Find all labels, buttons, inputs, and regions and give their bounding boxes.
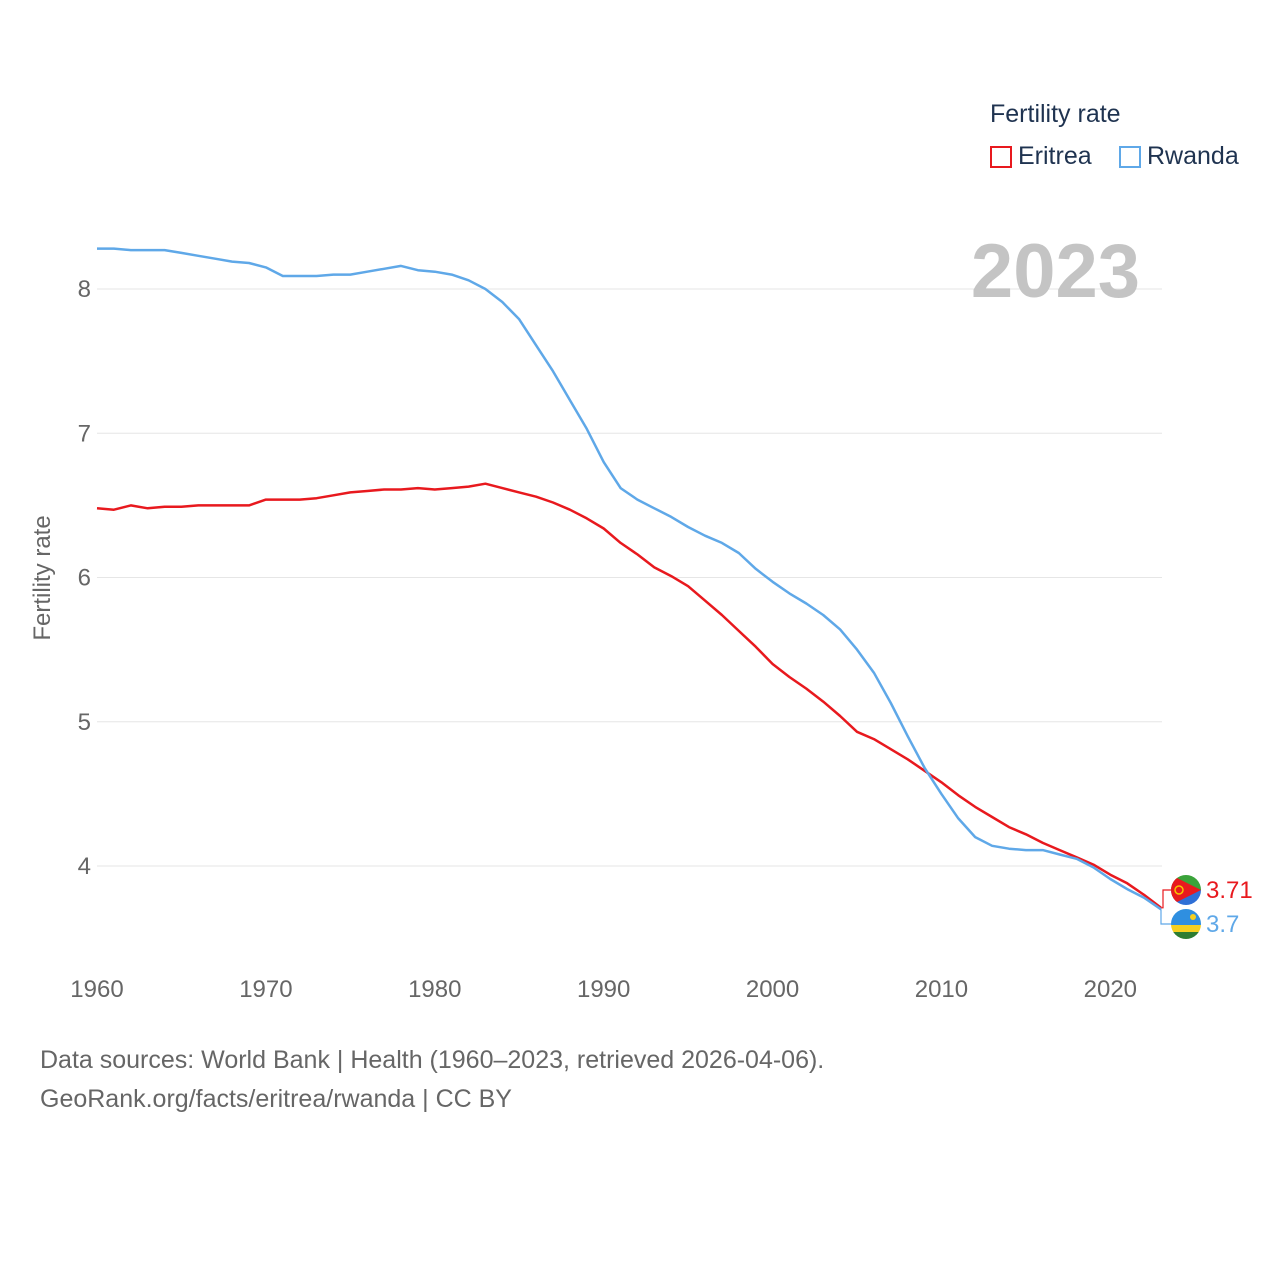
x-tick-label: 2000	[746, 976, 799, 1003]
series-end-markers	[1171, 875, 1201, 939]
year-label: 2023	[970, 229, 1140, 314]
y-tick-label: 6	[78, 565, 91, 592]
y-axis-ticks: 4 5 6 7 8	[78, 276, 91, 880]
x-tick-label: 2020	[1084, 976, 1137, 1003]
x-tick-label: 2010	[915, 976, 968, 1003]
x-axis-ticks: 1960 1970 1980 1990 2000 2010 2020	[70, 976, 1137, 1003]
legend-swatch-eritrea	[990, 145, 1012, 168]
rwanda-flag-icon	[1171, 909, 1201, 939]
y-tick-label: 4	[78, 853, 91, 880]
legend-label-eritrea: Eritrea	[1018, 142, 1092, 170]
eritrea-flag-icon	[1171, 875, 1201, 905]
legend-item-eritrea[interactable]: Eritrea	[990, 142, 1092, 171]
y-tick-label: 8	[78, 276, 91, 303]
leader-line-rwanda	[1160, 909, 1171, 925]
legend-item-rwanda[interactable]: Rwanda	[1119, 142, 1239, 171]
x-tick-label: 1970	[239, 976, 292, 1003]
legend-title: Fertility rate	[990, 100, 1121, 128]
x-tick-label: 1980	[408, 976, 461, 1003]
x-tick-label: 1990	[577, 976, 630, 1003]
legend-label-rwanda: Rwanda	[1147, 142, 1239, 170]
source-line-2[interactable]: GeoRank.org/facts/eritrea/rwanda | CC BY	[40, 1085, 512, 1113]
series-line-eritrea[interactable]	[96, 482, 1162, 909]
end-label-eritrea: 3.71	[1206, 877, 1253, 904]
y-tick-label: 7	[78, 420, 91, 447]
series-end-labels: 3.71 3.7	[1160, 877, 1253, 938]
y-tick-label: 5	[78, 709, 91, 736]
leader-line-eritrea	[1161, 889, 1171, 909]
gridlines	[97, 288, 1162, 867]
end-label-rwanda: 3.7	[1206, 911, 1239, 938]
y-axis-title: Fertility rate	[29, 515, 56, 640]
legend-swatch-rwanda	[1119, 145, 1141, 168]
series-line-rwanda[interactable]	[97, 247, 1162, 911]
source-line-1: Data sources: World Bank | Health (1960–…	[40, 1046, 825, 1074]
x-tick-label: 1960	[70, 976, 123, 1003]
series-lines	[96, 247, 1162, 911]
